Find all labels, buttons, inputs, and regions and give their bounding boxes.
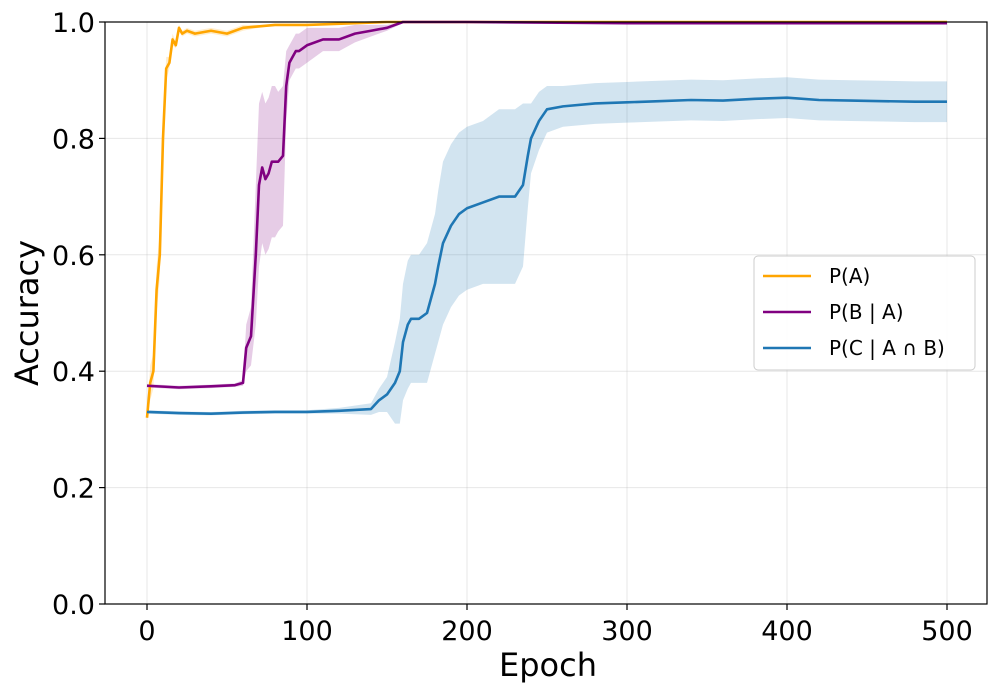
x-axis-title: Epoch xyxy=(499,646,597,684)
x-tick-label: 200 xyxy=(441,616,493,647)
confidence-bands xyxy=(147,22,947,424)
legend: P(A) P(B | A) P(C | A ∩ B) xyxy=(753,255,976,371)
y-tick-label: 0.0 xyxy=(52,590,95,621)
y-tick-label: 0.2 xyxy=(52,474,95,505)
legend-label-0: P(A) xyxy=(829,264,870,288)
y-tick-label: 0.8 xyxy=(52,124,95,155)
line-series-2 xyxy=(146,96,947,415)
x-tick-label: 0 xyxy=(138,616,155,647)
x-tick-label: 500 xyxy=(921,616,973,647)
plot-frame xyxy=(104,21,988,605)
axis-ticks: 0 100 200 300 400 500 0.0 0.2 0.4 0.6 0.8 1.0 xyxy=(52,8,973,647)
y-tick-label: 0.4 xyxy=(52,357,95,388)
x-tick-label: 100 xyxy=(281,616,333,647)
y-tick-label: 0.6 xyxy=(52,241,95,272)
line-series-1 xyxy=(146,20,947,389)
legend-label-1: P(B | A) xyxy=(829,300,904,324)
band-series-2 xyxy=(147,77,947,424)
legend-frame xyxy=(753,255,976,371)
x-tick-label: 300 xyxy=(601,616,653,647)
legend-label-2: P(C | A ∩ B) xyxy=(829,336,945,360)
y-axis-title: Accuracy xyxy=(8,240,46,386)
y-tick-label: 1.0 xyxy=(52,8,95,39)
x-tick-label: 400 xyxy=(761,616,813,647)
